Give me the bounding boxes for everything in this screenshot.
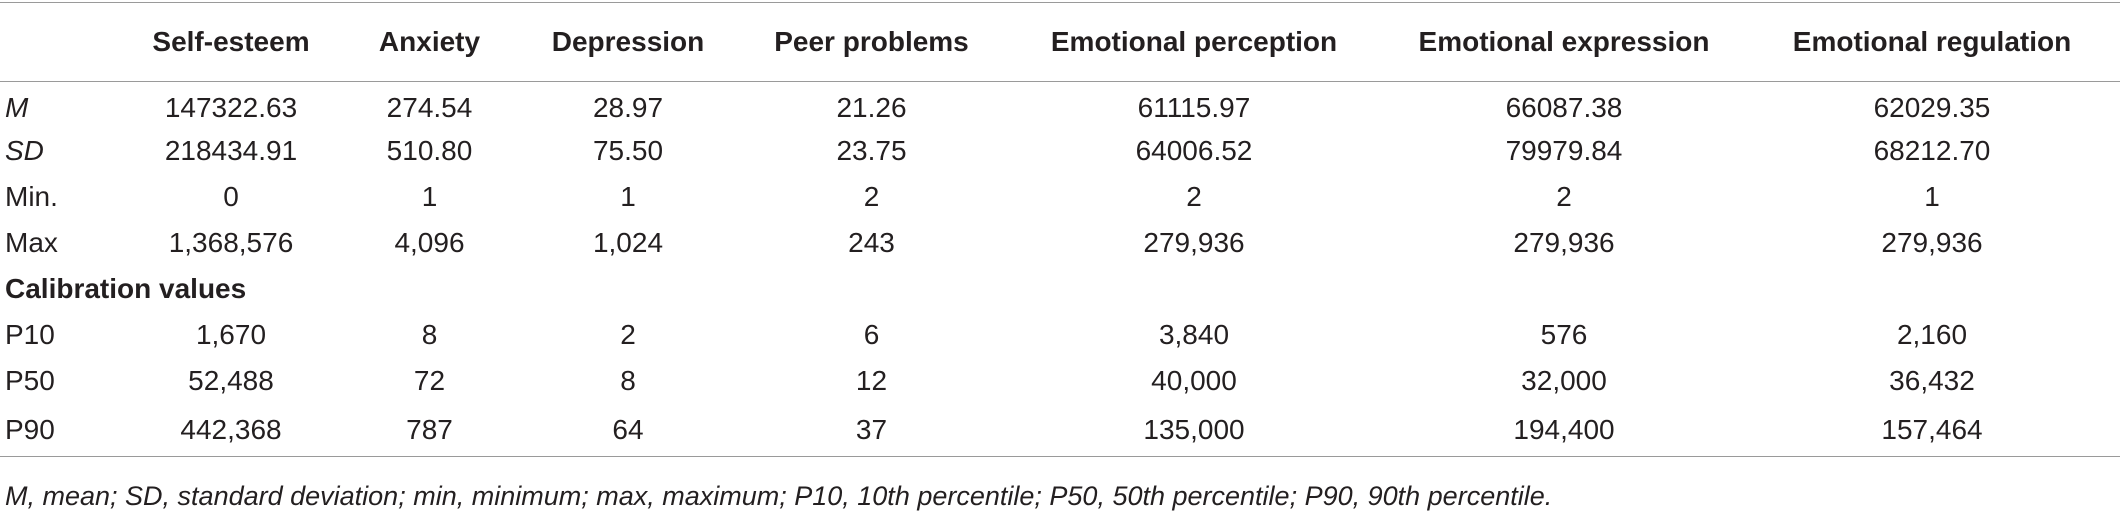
table-cell: 576 <box>1540 318 1588 350</box>
column-header-emotional-expression: Emotional expression <box>1384 2 1744 82</box>
column-header-anxiety: Anxiety <box>342 2 517 82</box>
header-row: Self-esteem Anxiety Depression Peer prob… <box>0 2 2120 82</box>
table-cell: 37 <box>739 403 1004 457</box>
column-header-emotional-regulation: Emotional regulation <box>1744 2 2120 82</box>
table-footnote: M, mean; SD, standard deviation; min, mi… <box>5 481 1553 511</box>
table-cell: 442,368 <box>120 403 342 457</box>
table-cell: 12 <box>855 364 888 396</box>
table-cell: 8 <box>421 318 438 350</box>
row-label: Max <box>5 226 58 258</box>
table-cell: 75.50 <box>592 134 664 166</box>
table-cell: 1,670 <box>195 318 267 350</box>
table-cell: 4,096 <box>394 226 465 258</box>
table-row-p50: P50 52,488 72 8 12 40,000 32,000 36,432 <box>0 358 2120 404</box>
column-header-emotional-perception: Emotional perception <box>1004 2 1384 82</box>
table-cell: 0 <box>223 180 239 212</box>
table-cell: 2,160 <box>1896 318 1968 350</box>
table-row-min: Min. 0 1 1 2 2 2 1 <box>0 174 2120 220</box>
table-cell: 52,488 <box>188 364 274 396</box>
table-cell: 61115.97 <box>1137 91 1251 123</box>
table-cell: 79979.84 <box>1505 134 1623 166</box>
row-label: P90 <box>0 403 120 457</box>
row-label: P10 <box>5 318 55 350</box>
section-row-calibration: Calibration values <box>0 266 2120 312</box>
table-row-sd: SD 218434.91 510.80 75.50 23.75 64006.52… <box>0 128 2120 174</box>
table-cell: 2 <box>863 180 880 212</box>
column-header-depression: Depression <box>517 2 739 82</box>
table-cell: 1,024 <box>592 226 664 258</box>
table-cell: 8 <box>620 364 636 396</box>
table-cell: 1 <box>421 180 438 212</box>
table-cell: 787 <box>342 403 517 457</box>
table-cell: 21.26 <box>836 91 907 123</box>
table-cell: 3,840 <box>1158 318 1230 350</box>
table-cell: 62029.35 <box>1873 91 1991 123</box>
table-row-p10: P10 1,670 8 2 6 3,840 576 2,160 <box>0 312 2120 358</box>
table-cell: 36,432 <box>1889 364 1975 396</box>
row-label: P50 <box>5 364 55 396</box>
table-cell: 147322.63 <box>164 91 298 123</box>
section-title: Calibration values <box>5 272 247 304</box>
table-cell: 6 <box>863 318 880 350</box>
table-cell: 72 <box>413 364 446 396</box>
table-cell: 1 <box>1924 180 1940 212</box>
table-cell: 64 <box>517 403 739 457</box>
column-header-peer-problems: Peer problems <box>739 2 1004 82</box>
table-cell: 40,000 <box>1151 364 1237 396</box>
table-cell: 218434.91 <box>164 134 298 166</box>
row-label: M <box>5 91 29 123</box>
table-cell: 66087.38 <box>1505 91 1623 123</box>
table-cell: 2 <box>1556 180 1572 212</box>
table-cell: 68212.70 <box>1873 134 1991 166</box>
table-cell: 243 <box>848 226 895 258</box>
table-cell: 510.80 <box>386 134 473 166</box>
table-cell: 1 <box>620 180 636 212</box>
table-cell: 32,000 <box>1521 364 1607 396</box>
table-row-p90: P90 442,368 787 64 37 135,000 194,400 15… <box>0 403 2120 457</box>
table-cell: 157,464 <box>1744 403 2120 457</box>
table-cell: 279,936 <box>1513 226 1615 258</box>
row-label: SD <box>5 134 44 166</box>
table-cell: 274.54 <box>386 91 473 123</box>
table-cell: 23.75 <box>836 134 907 166</box>
row-label: Min. <box>5 180 58 212</box>
table-cell: 279,936 <box>1143 226 1245 258</box>
column-header-self-esteem: Self-esteem <box>120 2 342 82</box>
table-row-mean: M 147322.63 274.54 28.97 21.26 61115.97 … <box>0 82 2120 128</box>
table-cell: 64006.52 <box>1135 134 1253 166</box>
table-cell: 2 <box>1186 180 1202 212</box>
table-cell: 194,400 <box>1384 403 1744 457</box>
table-cell: 135,000 <box>1004 403 1384 457</box>
table-cell: 279,936 <box>1881 226 1983 258</box>
table-row-max: Max 1,368,576 4,096 1,024 243 279,936 27… <box>0 220 2120 266</box>
descriptive-statistics-table: Self-esteem Anxiety Depression Peer prob… <box>0 2 2120 457</box>
column-header <box>0 2 120 82</box>
table-cell: 2 <box>620 318 636 350</box>
table-cell: 28.97 <box>592 91 664 123</box>
table-cell: 1,368,576 <box>168 226 294 258</box>
